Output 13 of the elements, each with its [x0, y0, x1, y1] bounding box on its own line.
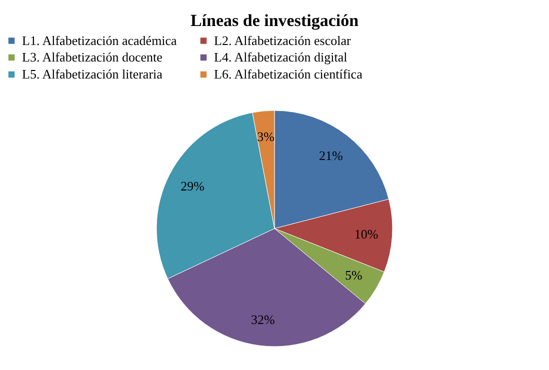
data-label: 10%	[354, 226, 378, 242]
data-label: 32%	[251, 312, 276, 327]
data-label: 29%	[180, 178, 205, 194]
data-label: 5%	[345, 267, 363, 282]
legend-label: L6. Alfabetización científica	[214, 66, 363, 82]
data-label: 21%	[318, 148, 343, 163]
legend-label: L5. Alfabetización literaria	[22, 66, 163, 82]
legend-label: L3. Alfabetización docente	[22, 50, 163, 64]
legend-label: L1. Alfabetización académica	[22, 32, 178, 48]
data-label: 3%	[257, 128, 275, 144]
chart-title: Líneas de investigación	[190, 11, 360, 30]
legend-label: L4. Alfabetización digital	[214, 50, 348, 64]
legend-label: L2. Alfabetización escolar	[214, 32, 352, 48]
